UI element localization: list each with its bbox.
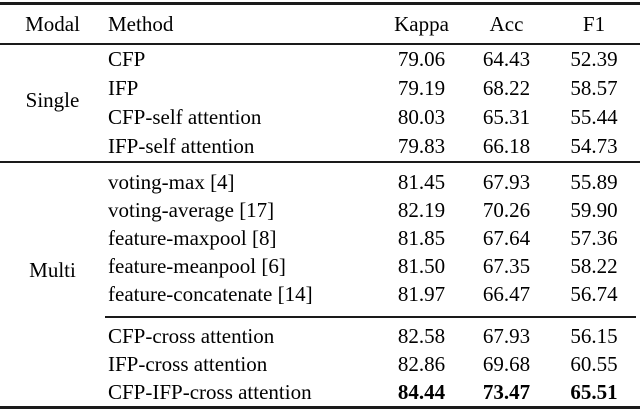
f1-cell-best: 65.51 (570, 379, 618, 404)
method-cell: feature-maxpool [8] (108, 225, 277, 250)
f1-cell: 58.57 (570, 76, 618, 100)
kappa-cell: 79.06 (397, 47, 446, 71)
method-cell: CFP-IFP-cross attention (108, 379, 312, 404)
top-rule (0, 2, 640, 5)
acc-cell: 68.22 (482, 76, 531, 100)
header-f1: F1 (582, 11, 606, 36)
acc-cell: 69.68 (482, 351, 531, 376)
kappa-cell: 80.03 (397, 105, 446, 129)
partial-rule (105, 316, 636, 318)
kappa-cell: 81.97 (397, 281, 446, 306)
table-row: voting-average [17] 82.19 70.26 59.90 (0, 196, 640, 224)
method-cell: voting-max [4] (108, 169, 235, 194)
kappa-cell: 81.50 (397, 253, 446, 278)
method-cell: IFP-cross attention (108, 351, 268, 376)
method-cell: IFP-self attention (108, 134, 255, 158)
method-cell: CFP-self attention (108, 105, 262, 129)
kappa-cell-best: 84.44 (397, 379, 446, 404)
method-cell: CFP (108, 47, 146, 71)
header-rule (0, 43, 640, 45)
header-method: Method (108, 11, 174, 36)
kappa-cell: 79.83 (397, 134, 446, 158)
table-row: CFP 79.06 64.43 52.39 (0, 45, 640, 74)
acc-cell: 67.35 (482, 253, 531, 278)
header-kappa: Kappa (394, 11, 449, 36)
table-row: feature-maxpool [8] 81.85 67.64 57.36 (0, 224, 640, 252)
kappa-cell: 82.58 (397, 323, 446, 348)
acc-cell: 66.18 (482, 134, 531, 158)
kappa-cell: 82.19 (397, 197, 446, 222)
multi-group-cross-attention: CFP-cross attention 82.58 67.93 56.15 IF… (0, 318, 640, 406)
kappa-cell: 81.85 (397, 225, 446, 250)
bottom-rule (0, 406, 640, 409)
acc-cell: 65.31 (482, 105, 531, 129)
kappa-cell: 81.45 (397, 169, 446, 194)
f1-cell: 52.39 (570, 47, 618, 71)
method-cell: CFP-cross attention (108, 323, 275, 348)
table-row: feature-meanpool [6] 81.50 67.35 58.22 (0, 252, 640, 280)
f1-cell: 58.22 (570, 253, 618, 278)
table-header-row: Modal Method Kappa Acc F1 (0, 5, 640, 43)
f1-cell: 57.36 (570, 225, 618, 250)
header-modal: Modal (25, 11, 80, 36)
method-cell: feature-concatenate [14] (108, 281, 313, 306)
kappa-cell: 82.86 (397, 351, 446, 376)
acc-cell: 70.26 (482, 197, 531, 222)
modal-label-multi: Multi (29, 258, 76, 282)
single-group: CFP 79.06 64.43 52.39 IFP 79.19 68.22 58… (0, 45, 640, 161)
multi-group-baselines: voting-max [4] 81.45 67.93 55.89 voting-… (0, 163, 640, 316)
table-row: IFP-self attention 79.83 66.18 54.73 (0, 132, 640, 161)
f1-cell: 54.73 (570, 134, 618, 158)
table-row-best: CFP-IFP-cross attention 84.44 73.47 65.5… (0, 378, 640, 406)
f1-cell: 56.74 (570, 281, 618, 306)
table-row: voting-max [4] 81.45 67.93 55.89 (0, 168, 640, 196)
kappa-cell: 79.19 (397, 76, 446, 100)
acc-cell: 64.43 (482, 47, 531, 71)
method-cell: feature-meanpool [6] (108, 253, 286, 278)
method-cell: voting-average [17] (108, 197, 275, 222)
table-row: CFP-self attention 80.03 65.31 55.44 (0, 103, 640, 132)
modal-label-single: Single (25, 88, 80, 112)
table-row: IFP 79.19 68.22 58.57 (0, 74, 640, 103)
f1-cell: 59.90 (570, 197, 618, 222)
acc-cell: 66.47 (482, 281, 531, 306)
section-rule (0, 161, 640, 163)
table-row: IFP-cross attention 82.86 69.68 60.55 (0, 350, 640, 378)
f1-cell: 56.15 (570, 323, 618, 348)
acc-cell: 67.64 (482, 225, 531, 250)
acc-cell: 67.93 (482, 169, 531, 194)
f1-cell: 55.44 (570, 105, 618, 129)
table-row: feature-concatenate [14] 81.97 66.47 56.… (0, 280, 640, 308)
acc-cell-best: 73.47 (482, 379, 531, 404)
header-acc: Acc (489, 11, 524, 36)
f1-cell: 60.55 (570, 351, 618, 376)
method-cell: IFP (108, 76, 139, 100)
acc-cell: 67.93 (482, 323, 531, 348)
table-row: CFP-cross attention 82.58 67.93 56.15 (0, 322, 640, 350)
f1-cell: 55.89 (570, 169, 618, 194)
